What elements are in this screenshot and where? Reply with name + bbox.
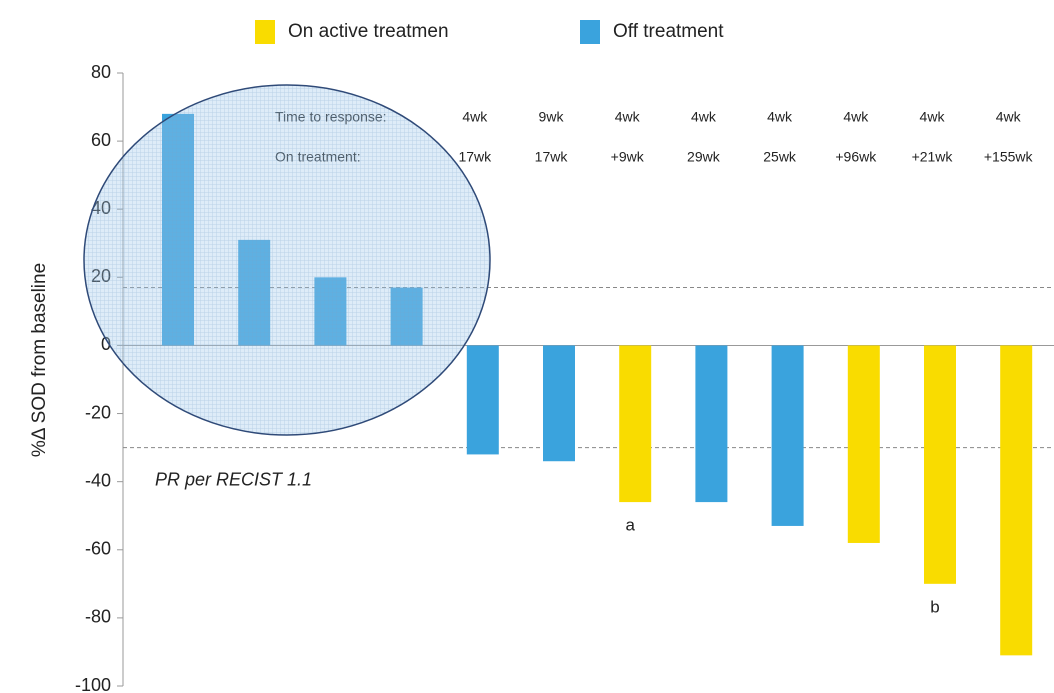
row-value: 4wk <box>767 109 793 125</box>
bar <box>543 345 575 462</box>
y-tick-label: -20 <box>85 402 111 422</box>
y-axis-label: %Δ SOD from baseline <box>29 263 50 457</box>
note: a <box>625 516 635 535</box>
y-tick-label: -100 <box>75 675 111 693</box>
y-tick-label: 0 <box>101 334 111 354</box>
row-value: 4wk <box>996 109 1022 125</box>
bar <box>619 345 652 503</box>
note: b <box>930 597 939 616</box>
row-value: 4wk <box>462 109 488 125</box>
row-value: 29wk <box>687 149 721 165</box>
bar <box>466 345 499 455</box>
y-tick-label: 60 <box>91 130 111 150</box>
bar <box>771 345 804 526</box>
bar <box>847 345 880 543</box>
row-value: 4wk <box>691 109 717 125</box>
y-tick-label: 80 <box>91 62 111 82</box>
y-tick-label: -60 <box>85 539 111 559</box>
magnifier <box>83 84 491 436</box>
legend-swatch <box>580 20 600 44</box>
y-tick-label: -40 <box>85 470 111 490</box>
row-value: 17wk <box>458 149 492 165</box>
row-value: 4wk <box>920 109 946 125</box>
row-value: 4wk <box>843 109 869 125</box>
bar <box>1000 345 1033 656</box>
legend-label: Off treatment <box>613 21 724 42</box>
row-value: +21wk <box>912 149 954 165</box>
legend-swatch <box>255 20 275 44</box>
row-value: 9wk <box>539 109 565 125</box>
reference-label: PR per RECIST 1.1 <box>155 469 312 489</box>
row-value: +9wk <box>611 149 645 165</box>
row-value: 4wk <box>615 109 641 125</box>
y-tick-label: -80 <box>85 607 111 627</box>
bar <box>924 345 956 584</box>
legend-label: On active treatmen <box>288 21 449 42</box>
row-value: 25wk <box>763 149 797 165</box>
row-value: +96wk <box>835 149 877 165</box>
row-value: 17wk <box>535 149 569 165</box>
row-value: +155wk <box>984 149 1034 165</box>
bar <box>695 345 728 503</box>
